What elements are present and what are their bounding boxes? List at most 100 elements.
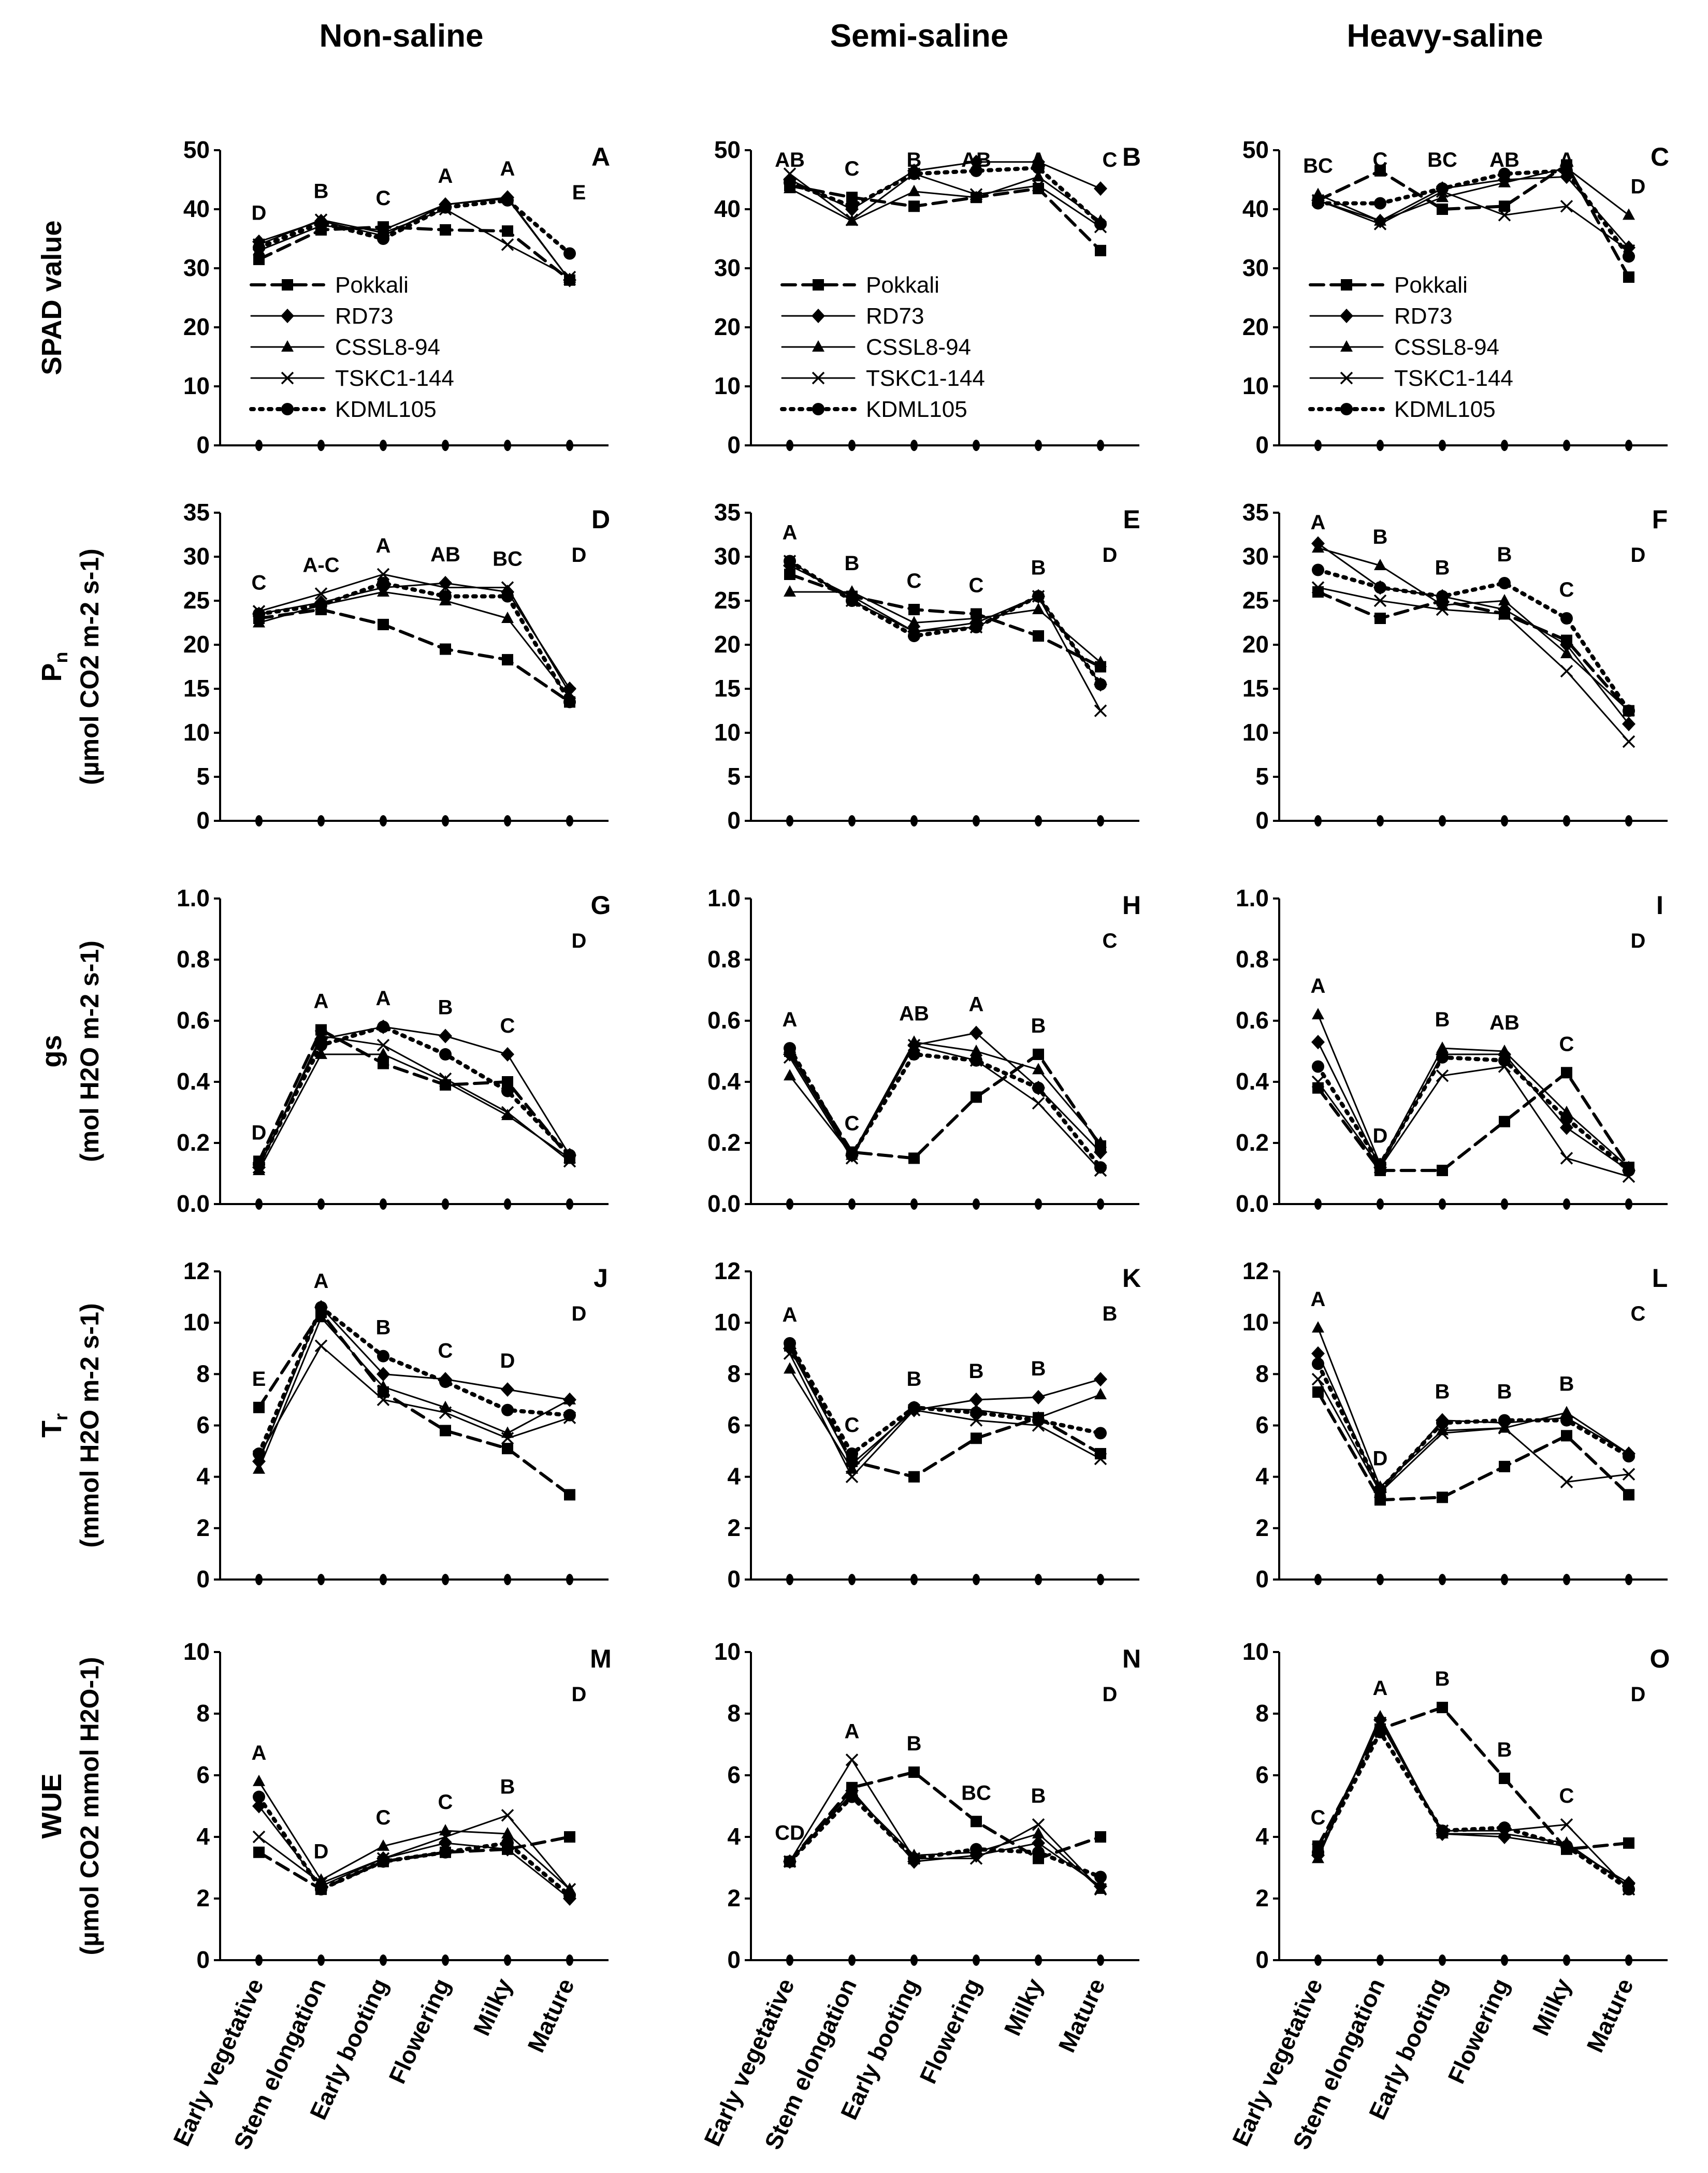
data-point-pokkali	[1437, 204, 1448, 215]
data-point-kdml105	[1032, 1414, 1045, 1427]
significance-letter: A	[783, 1008, 798, 1031]
significance-letter: C	[376, 187, 391, 210]
y-tick-label: 6	[196, 1412, 210, 1439]
data-point-kdml105	[439, 1375, 452, 1388]
data-point-kdml105	[1312, 1846, 1324, 1859]
series-line	[258, 1814, 571, 1890]
series-pokkali	[1312, 1067, 1634, 1177]
data-point-rd73	[1622, 717, 1635, 731]
series-line	[788, 1771, 1102, 1863]
data-point-rd73	[501, 1382, 514, 1397]
significance-letter: A	[1311, 511, 1326, 534]
y-axis-label: Tr	[36, 1413, 71, 1438]
data-point-kdml105	[1436, 1824, 1449, 1837]
x-tick	[910, 1198, 918, 1210]
y-tick-label: 8	[727, 1700, 741, 1727]
series-line	[789, 173, 1102, 228]
y-axis-label: SPAD value	[36, 220, 67, 375]
panel-K: 0 2 4 6 8 10 12 K A C B B B B	[714, 1257, 1141, 1592]
x-tick	[1035, 440, 1042, 451]
data-point-kdml105	[1374, 1726, 1386, 1739]
data-point-cssl8-94	[1560, 1406, 1573, 1417]
data-point-kdml105	[563, 1889, 576, 1902]
y-tick-label: 20	[714, 631, 741, 658]
data-point-tskc1-144	[1436, 603, 1449, 616]
data-point-cssl8-94	[377, 1047, 389, 1059]
y-tick-label: 0.0	[707, 1190, 741, 1217]
significance-letter: B	[1031, 557, 1046, 580]
data-point-pokkali	[440, 643, 451, 655]
data-point-cssl8-94	[812, 340, 824, 352]
significance-letter: A	[252, 1742, 267, 1764]
panel-E: 0 5 10 15 20 25 30 35 E A B C C B D	[714, 499, 1140, 834]
significance-letter: C	[500, 1015, 515, 1037]
data-point-kdml105	[377, 1020, 389, 1033]
y-tick-label: 5	[196, 763, 210, 790]
series-pokkali	[1312, 586, 1634, 717]
data-point-cssl8-94	[908, 1035, 920, 1047]
series-rd73	[252, 1300, 576, 1469]
data-point-kdml105	[1436, 1416, 1449, 1429]
series-pokkali	[253, 1024, 575, 1167]
y-axis: 0.0 0.2 0.4 0.6 0.8 1.0	[177, 885, 609, 1217]
y-tick-label: 0.8	[177, 946, 210, 973]
y-axis: 0 10 20 30 40 50	[1242, 136, 1668, 458]
y-tick-label: 4	[727, 1823, 741, 1850]
significance-letter: BC	[961, 1781, 991, 1804]
y-tick-label: 10	[714, 1309, 741, 1336]
x-tick	[380, 1198, 387, 1210]
data-point-kdml105	[908, 1048, 920, 1061]
data-point-kdml105	[315, 1301, 327, 1314]
significance-letter: D	[252, 202, 267, 225]
data-point-kdml105	[1623, 1450, 1635, 1462]
panel-letter: C	[1651, 142, 1669, 171]
data-point-rd73	[969, 1392, 983, 1407]
data-point-cssl8-94	[501, 1108, 514, 1120]
series-kdml105	[784, 1790, 1107, 1884]
y-tick-label: 40	[714, 195, 741, 222]
data-point-pokkali	[1033, 1048, 1044, 1060]
legend-label: KDML105	[335, 397, 437, 422]
data-point-cssl8-94	[563, 1393, 576, 1404]
series-line	[258, 1053, 571, 1171]
series-line	[1316, 1390, 1630, 1502]
series-line	[258, 1306, 571, 1462]
data-point-kdml105	[846, 200, 858, 213]
y-label-main: P	[36, 663, 67, 682]
data-point-kdml105	[1032, 590, 1045, 603]
data-point-pokkali	[1095, 244, 1106, 256]
x-tick	[1563, 440, 1570, 451]
y-tick-label: 6	[1255, 1412, 1269, 1439]
significance-letter: D	[1631, 1683, 1646, 1706]
y-tick-label: 0.0	[1236, 1190, 1269, 1217]
significance-letter: A	[845, 1720, 860, 1743]
legend: Pokkali RD73 CSSL8-94 TSKC1-144 KDML105	[1308, 272, 1513, 422]
y-tick-label: 12	[1242, 1257, 1269, 1284]
series-line	[1317, 176, 1630, 249]
legend-label: KDML105	[1394, 397, 1496, 422]
y-axis: 0 10 20 30 40 50	[183, 136, 609, 458]
data-point-kdml105	[253, 241, 265, 254]
significance-letter: A	[783, 1303, 798, 1326]
y-tick-label: 25	[714, 587, 741, 614]
y-tick-label: 0.2	[1236, 1129, 1269, 1156]
x-tick	[255, 1574, 263, 1585]
series-line	[1317, 587, 1630, 743]
data-point-pokkali	[1623, 271, 1634, 283]
x-tick	[1625, 1198, 1632, 1210]
data-point-kdml105	[1094, 218, 1107, 230]
data-point-cssl8-94	[1094, 656, 1107, 667]
x-tick	[786, 1574, 793, 1585]
data-point-tskc1-144	[281, 371, 294, 385]
series-cssl8-94	[253, 585, 576, 702]
data-point-kdml105	[253, 1158, 265, 1171]
data-point-pokkali	[502, 1076, 513, 1088]
significance-letter: A	[376, 987, 391, 1010]
data-point-tskc1-144	[1340, 371, 1353, 385]
series-line	[788, 184, 1102, 252]
data-point-kdml105	[970, 621, 982, 633]
data-point-cssl8-94	[1094, 1136, 1107, 1148]
data-point-pokkali	[908, 1152, 920, 1164]
panel-F: 0 5 10 15 20 25 30 35 F A B B B C D	[1242, 499, 1668, 834]
